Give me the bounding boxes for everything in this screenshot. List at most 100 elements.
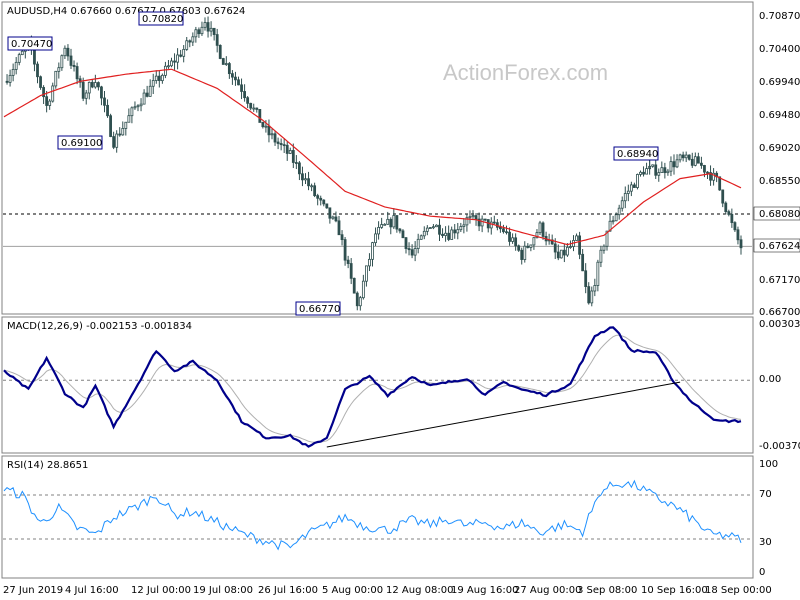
candle-body [626, 190, 630, 194]
candle-body [294, 162, 298, 164]
candle-body [590, 290, 594, 304]
candle-body [36, 63, 39, 78]
candle-body [456, 229, 460, 234]
y-tick-label: 0.69020 [759, 143, 800, 154]
macd-panel-frame [1, 316, 754, 454]
resistance-price-box [753, 206, 800, 221]
annotation-label: 0.70470 [11, 39, 52, 50]
candle-body [523, 245, 527, 260]
candle-body [401, 230, 405, 239]
candle-body [693, 156, 697, 166]
candle-body [599, 249, 603, 263]
y-tick-label: 0.70870 [759, 11, 800, 22]
candle-body [157, 75, 161, 82]
candle-body [721, 189, 725, 204]
candle-body [346, 259, 350, 264]
candle-body [596, 261, 600, 286]
candle-body [203, 22, 207, 28]
x-tick-label: 12 Aug 08:00 [386, 585, 453, 596]
candle-body [700, 162, 703, 166]
annotation-box [7, 36, 53, 51]
candle-body [733, 222, 737, 231]
candle-body [246, 97, 250, 104]
candle-body [218, 44, 222, 59]
candle-body [224, 63, 228, 65]
candle-body [115, 133, 119, 148]
candle-body [489, 221, 493, 229]
candle-body [179, 54, 183, 57]
candle-body [492, 221, 496, 224]
candle-body [471, 215, 475, 218]
candle-body [237, 79, 240, 86]
candle-body [145, 92, 149, 97]
candle-body [33, 49, 36, 65]
candle-body [17, 54, 21, 63]
candle-body [386, 218, 390, 225]
candle-body [316, 195, 320, 199]
candle-body [645, 168, 648, 175]
candle-body [160, 74, 164, 82]
candle-body [374, 233, 377, 244]
candle-body [724, 202, 728, 213]
candle-body [121, 128, 125, 136]
x-axis: 27 Jun 2019 4 Jul 16:00 12 Jul 00:00 19 … [3, 585, 772, 596]
macd-main-line [3, 326, 742, 448]
candle-body [371, 242, 374, 260]
candle-body [703, 165, 706, 173]
candle-body [709, 172, 712, 181]
macd-panel-title: MACD(12,26,9) -0.002153 -0.001834 [7, 321, 192, 332]
candle-body [398, 228, 402, 232]
candle-body [654, 164, 658, 176]
candle-body [611, 220, 615, 223]
candle-body [176, 54, 179, 63]
candle-body [425, 227, 429, 232]
candle-body [170, 60, 173, 67]
resistance-price-label: 0.68080 [759, 209, 800, 220]
candle-body [322, 199, 326, 205]
candle-body [234, 76, 237, 81]
candle-body [349, 263, 353, 279]
candle-body [428, 227, 432, 229]
candle-body [566, 246, 569, 256]
candle-body [520, 249, 524, 260]
candle-body [136, 105, 140, 108]
candle-body [675, 159, 679, 168]
candle-body [215, 34, 219, 46]
candle-body [447, 232, 451, 240]
candle-body [142, 92, 146, 105]
candle-body [103, 97, 106, 106]
candle-body [404, 237, 408, 249]
candle-body [474, 215, 478, 220]
candle-body [559, 249, 563, 259]
candle-body [334, 216, 338, 222]
candle-body [358, 297, 362, 307]
macd-panel [3, 326, 752, 448]
candle-body [620, 200, 624, 209]
candle-body [368, 258, 371, 267]
candle-body [578, 235, 581, 255]
candle-body [651, 164, 655, 167]
candle-body [736, 229, 740, 241]
candle-body [270, 133, 274, 136]
candle-body [581, 253, 585, 272]
candle-body [663, 167, 667, 174]
candle-body [465, 217, 469, 226]
candle-body [258, 109, 262, 123]
candle-body [69, 55, 73, 66]
candle-body [261, 122, 265, 128]
candle-body [517, 245, 521, 251]
candle-body [57, 67, 61, 72]
rsi-y-tick-label: 0 [759, 567, 765, 578]
candle-body [608, 220, 612, 232]
candle-body [605, 230, 609, 247]
candle-body [739, 239, 743, 249]
candle-body [505, 231, 508, 234]
candle-body [441, 233, 444, 236]
rsi-panel-title: RSI(14) 28.8651 [7, 460, 88, 471]
candle-body [188, 40, 192, 43]
candle-body [319, 197, 323, 201]
candle-body [124, 121, 128, 129]
candle-body [288, 150, 292, 154]
annotation-box [295, 301, 341, 316]
